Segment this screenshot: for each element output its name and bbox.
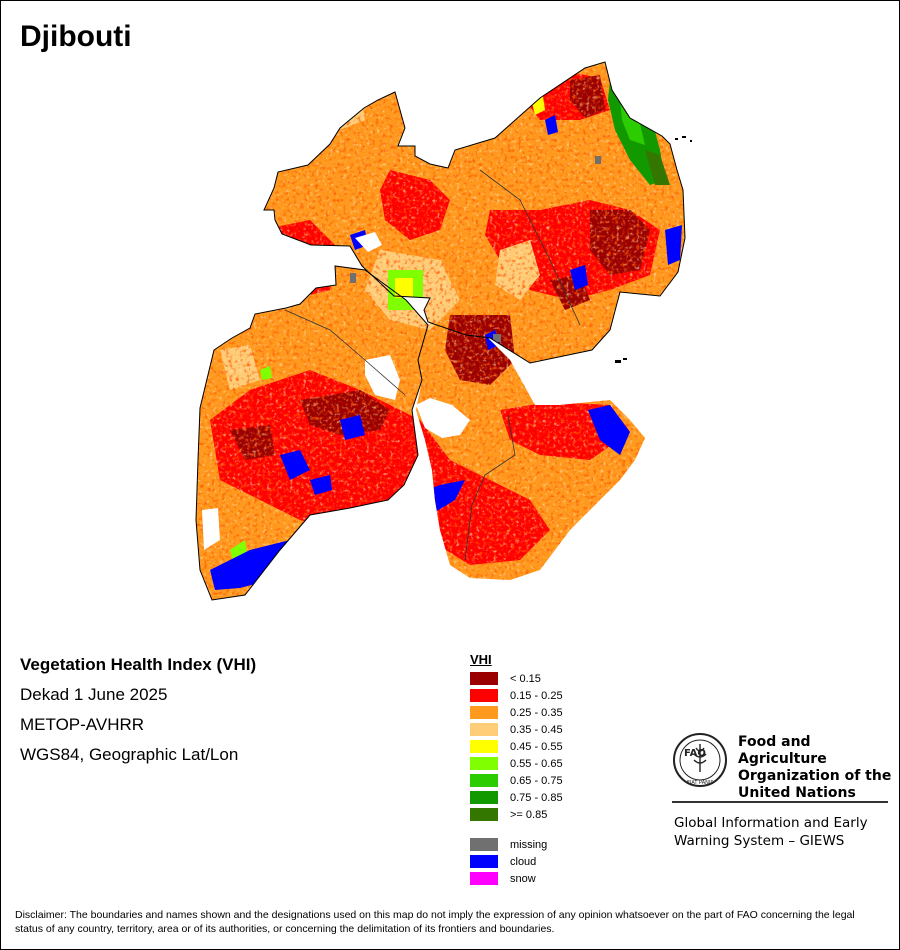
- fao-name: Food and Agriculture Organization of the…: [738, 734, 898, 802]
- legend-item: missing: [470, 836, 563, 853]
- giews-label: Global Information and Early Warning Sys…: [674, 814, 890, 850]
- legend-label: cloud: [510, 855, 537, 868]
- legend-item: 0.25 - 0.35: [470, 704, 563, 721]
- legend-label: snow: [510, 872, 536, 885]
- legend-swatch: [470, 672, 498, 685]
- legend-label: 0.75 - 0.85: [510, 791, 563, 804]
- legend-swatch: [470, 706, 498, 719]
- index-name: Vegetation Health Index (VHI): [20, 655, 257, 674]
- legend-swatch: [470, 757, 498, 770]
- legend-label: 0.25 - 0.35: [510, 706, 563, 719]
- legend-swatch: [470, 689, 498, 702]
- legend-swatch: [470, 740, 498, 753]
- legend-item: < 0.15: [470, 670, 563, 687]
- legend-label: 0.55 - 0.65: [510, 757, 563, 770]
- legend-swatch: [470, 855, 498, 868]
- projection-label: WGS84, Geographic Lat/Lon: [20, 745, 239, 764]
- legend-item: 0.35 - 0.45: [470, 721, 563, 738]
- fao-logo-letter-f: FAO: [684, 748, 706, 759]
- giews-line-2: Warning System – GIEWS: [674, 833, 845, 849]
- fao-motto: FIAT PANIS: [687, 780, 714, 786]
- fao-name-line-2: Organization of the: [738, 768, 892, 784]
- legend-label: 0.15 - 0.25: [510, 689, 563, 702]
- legend-swatch: [470, 872, 498, 885]
- map-title: Djibouti: [20, 20, 132, 53]
- legend-label: missing: [510, 838, 548, 851]
- legend-swatch: [470, 723, 498, 736]
- legend-swatch: [470, 838, 498, 851]
- map-info: Vegetation Health Index (VHI) Dekad 1 Ju…: [20, 655, 256, 775]
- legend-title: VHI: [470, 652, 492, 667]
- legend-swatch: [470, 791, 498, 804]
- fao-logo-icon: FAO FIAT PANIS: [673, 733, 727, 787]
- legend-label: 0.65 - 0.75: [510, 774, 563, 787]
- legend-label: 0.45 - 0.55: [510, 740, 563, 753]
- legend-item: >= 0.85: [470, 806, 563, 823]
- legend-item: 0.65 - 0.75: [470, 772, 563, 789]
- fao-name-line-3: United Nations: [738, 785, 856, 801]
- sensor-label: METOP-AVHRR: [20, 715, 145, 734]
- fao-divider: [672, 801, 888, 803]
- fao-name-line-1: Food and Agriculture: [738, 734, 827, 767]
- legend-item: snow: [470, 870, 563, 887]
- vhi-raster: [195, 61, 692, 601]
- legend-swatch: [470, 808, 498, 821]
- legend-item: 0.45 - 0.55: [470, 738, 563, 755]
- legend-swatch: [470, 774, 498, 787]
- legend-item: 0.75 - 0.85: [470, 789, 563, 806]
- legend: VHI < 0.15 0.15 - 0.25 0.25 - 0.35 0.35 - 0…: [470, 652, 563, 887]
- legend-item: 0.15 - 0.25: [470, 687, 563, 704]
- giews-line-1: Global Information and Early: [674, 815, 868, 831]
- legend-label: 0.35 - 0.45: [510, 723, 563, 736]
- legend-item: 0.55 - 0.65: [470, 755, 563, 772]
- legend-label: >= 0.85: [510, 808, 548, 821]
- legend-label: < 0.15: [510, 672, 541, 685]
- legend-item: cloud: [470, 853, 563, 870]
- disclaimer: Disclaimer: The boundaries and names sho…: [15, 909, 855, 935]
- period-label: Dekad 1 June 2025: [20, 685, 168, 704]
